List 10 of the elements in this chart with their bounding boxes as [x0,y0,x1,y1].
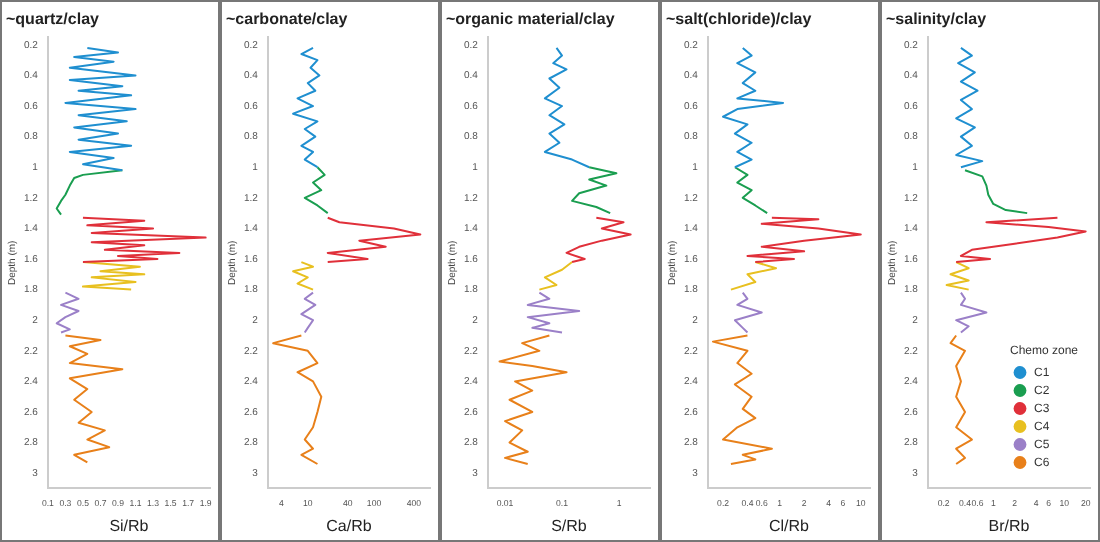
chart-title: ~quartz/clay [6,10,101,29]
x-axis-title: Si/Rb [109,516,150,535]
x-axis-title: Br/Rb [988,516,1031,535]
x-axis-title: Cl/Rb [768,516,811,535]
chart-title: ~salt(chloride)/clay [666,10,813,29]
chart-title: ~carbonate/clay [226,10,349,29]
x-axis-title: S/Rb [551,516,588,535]
x-axis-title: Ca/Rb [326,516,373,535]
chart-title: ~organic material/clay [446,10,616,29]
chart-title: ~salinity/clay [886,10,988,29]
